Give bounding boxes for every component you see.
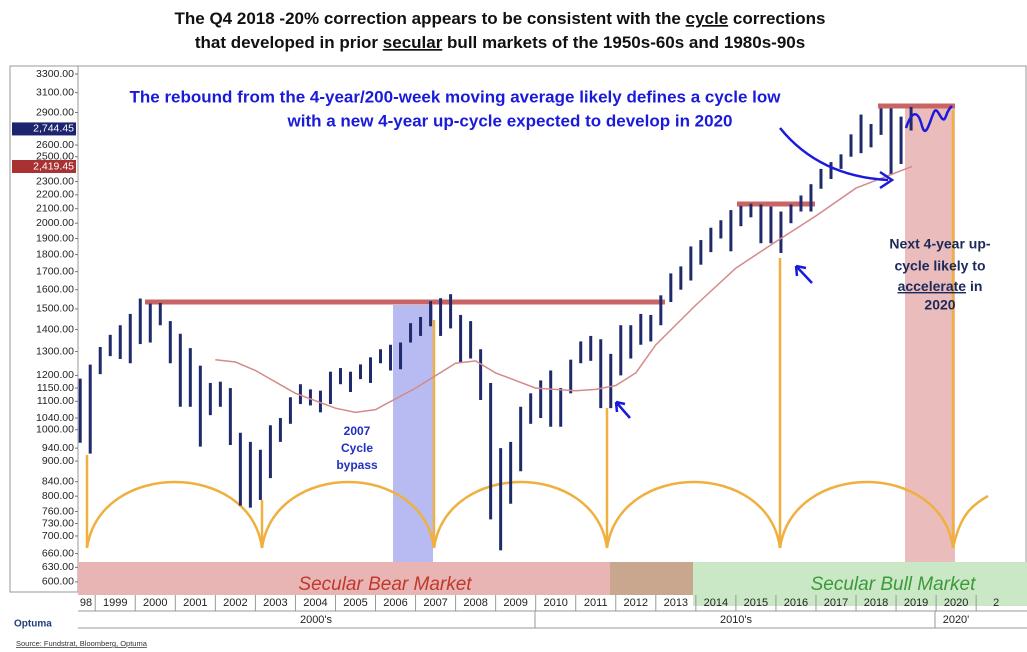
x-tick-label: 2009 <box>503 597 527 609</box>
annotation: 2007 <box>344 424 371 438</box>
x-tick-label: 2000 <box>143 597 167 609</box>
annotation: Next 4-year up- <box>889 236 990 252</box>
x-tick-label: 2 <box>993 597 999 609</box>
annotation: cycle likely to <box>894 258 985 274</box>
annotation: Cycle <box>341 441 373 455</box>
y-tick-label: 2900.00 <box>36 106 74 118</box>
y-tick-label: 2300.00 <box>36 175 74 187</box>
x-tick-label: 2012 <box>624 597 648 609</box>
x-tick-label: 2014 <box>704 597 728 609</box>
annotation: accelerate in <box>898 278 983 294</box>
x-tick-label: 2011 <box>584 597 608 609</box>
x-tick-label: 2010 <box>543 597 567 609</box>
bear-label: Secular Bear Market <box>298 574 472 595</box>
next-note: Next 4-year up- cycle likely to accelera… <box>889 236 990 313</box>
decade-label: 2020' <box>943 614 970 626</box>
arrow-head <box>879 170 895 190</box>
y-tick-label: 1400.00 <box>36 323 74 335</box>
moving-average <box>215 165 913 414</box>
source: Source: Fundstrat, Bloomberg, Optuma <box>16 639 148 648</box>
y-tick-label: 2200.00 <box>36 189 74 201</box>
arrow <box>614 400 631 419</box>
y-tick-label: 1100.00 <box>37 395 74 407</box>
y-tick-label: 1600.00 <box>36 283 74 295</box>
x-tick-label: 2020 <box>944 597 968 609</box>
price-marker <box>12 159 76 173</box>
x-tick-label: 2002 <box>223 597 247 609</box>
cycle-arc <box>85 480 989 549</box>
y-tick-label: 2000.00 <box>36 217 74 229</box>
overlap-band <box>610 562 693 595</box>
x-tick-label: 1999 <box>103 597 127 609</box>
y-tick-label: 600.00 <box>42 576 74 588</box>
annotation: 2020 <box>924 297 955 313</box>
y-tick-label: 1800.00 <box>36 248 74 260</box>
y-tick-label: 2500.00 <box>36 151 74 163</box>
x-tick-label: 2004 <box>303 597 327 609</box>
bull-band <box>693 562 1027 606</box>
y-tick-label: 660.00 <box>42 547 74 559</box>
y-tick-label: 1300.00 <box>36 345 74 357</box>
chart-title: that developed in prior secular bull mar… <box>195 33 805 52</box>
y-tick-label: 840.00 <box>42 475 74 487</box>
price-marker <box>12 122 76 136</box>
plot-area <box>77 65 1027 593</box>
rebound-note: The rebound from the 4-year/200-week mov… <box>130 87 782 130</box>
x-tick-label: 2008 <box>463 597 487 609</box>
y-tick-label: 1700.00 <box>36 265 74 277</box>
annotation: with a new 4-year up-cycle expected to d… <box>287 111 733 130</box>
chart-title: The Q4 2018 -20% correction appears to b… <box>175 9 826 28</box>
annotation: The rebound from the 4-year/200-week mov… <box>130 87 782 106</box>
decade-label: 2010's <box>720 614 753 626</box>
x-tick-label: 2018 <box>864 597 888 609</box>
y-tick-label: 1040.00 <box>36 412 74 424</box>
bypass-note: 2007 Cycle bypass <box>336 424 378 472</box>
x-tick-label: 2006 <box>383 597 407 609</box>
arrow <box>779 127 889 182</box>
projection <box>904 105 953 133</box>
logo: Optuma <box>14 619 52 630</box>
y-tick-label: 800.00 <box>42 490 74 502</box>
arrow <box>794 264 813 284</box>
arrows <box>614 105 953 419</box>
cycle-arcs <box>85 110 989 549</box>
y-tick-label: 2600.00 <box>36 139 74 151</box>
x-tick-label: 2005 <box>343 597 367 609</box>
bear-band <box>78 562 610 595</box>
y-tick-label: 760.00 <box>42 505 74 517</box>
y-tick-label: 2100.00 <box>36 202 74 214</box>
x-tick-label: 2019 <box>904 597 928 609</box>
x-tick-label: 2007 <box>423 597 447 609</box>
upcycle-band <box>905 108 955 562</box>
marks <box>78 106 913 551</box>
y-tick-label: 940.00 <box>42 442 74 454</box>
y-tick-label: 1500.00 <box>36 303 74 315</box>
price-marker-label: 2,419.45 <box>33 160 74 172</box>
y-tick-label: 1200.00 <box>36 369 74 381</box>
y-tick-label: 1000.00 <box>36 423 74 435</box>
x-tick-label: 2016 <box>784 597 808 609</box>
y-tick-label: 1150.00 <box>37 382 74 394</box>
bull-label: Secular Bull Market <box>811 574 976 595</box>
price-marker-label: 2,744.45 <box>33 123 74 135</box>
x-tick-label: 2013 <box>664 597 688 609</box>
annotation: bypass <box>336 458 378 472</box>
x-tick-label: 2017 <box>824 597 848 609</box>
decade-label: 2000's <box>300 614 333 626</box>
y-tick-label: 3100.00 <box>36 86 74 98</box>
x-tick-label: 98 <box>80 597 92 609</box>
y-tick-label: 3300.00 <box>36 68 74 80</box>
y-tick-label: 700.00 <box>42 530 74 542</box>
shades <box>78 108 1027 606</box>
y-tick-label: 730.00 <box>42 517 74 529</box>
x-tick-label: 2003 <box>263 597 287 609</box>
x-tick-label: 2001 <box>183 597 207 609</box>
y-tick-label: 630.00 <box>42 561 74 573</box>
y-tick-label: 900.00 <box>42 455 74 467</box>
y-axis-panel <box>9 65 79 593</box>
y-tick-label: 1900.00 <box>36 232 74 244</box>
x-tick-label: 2015 <box>744 597 768 609</box>
